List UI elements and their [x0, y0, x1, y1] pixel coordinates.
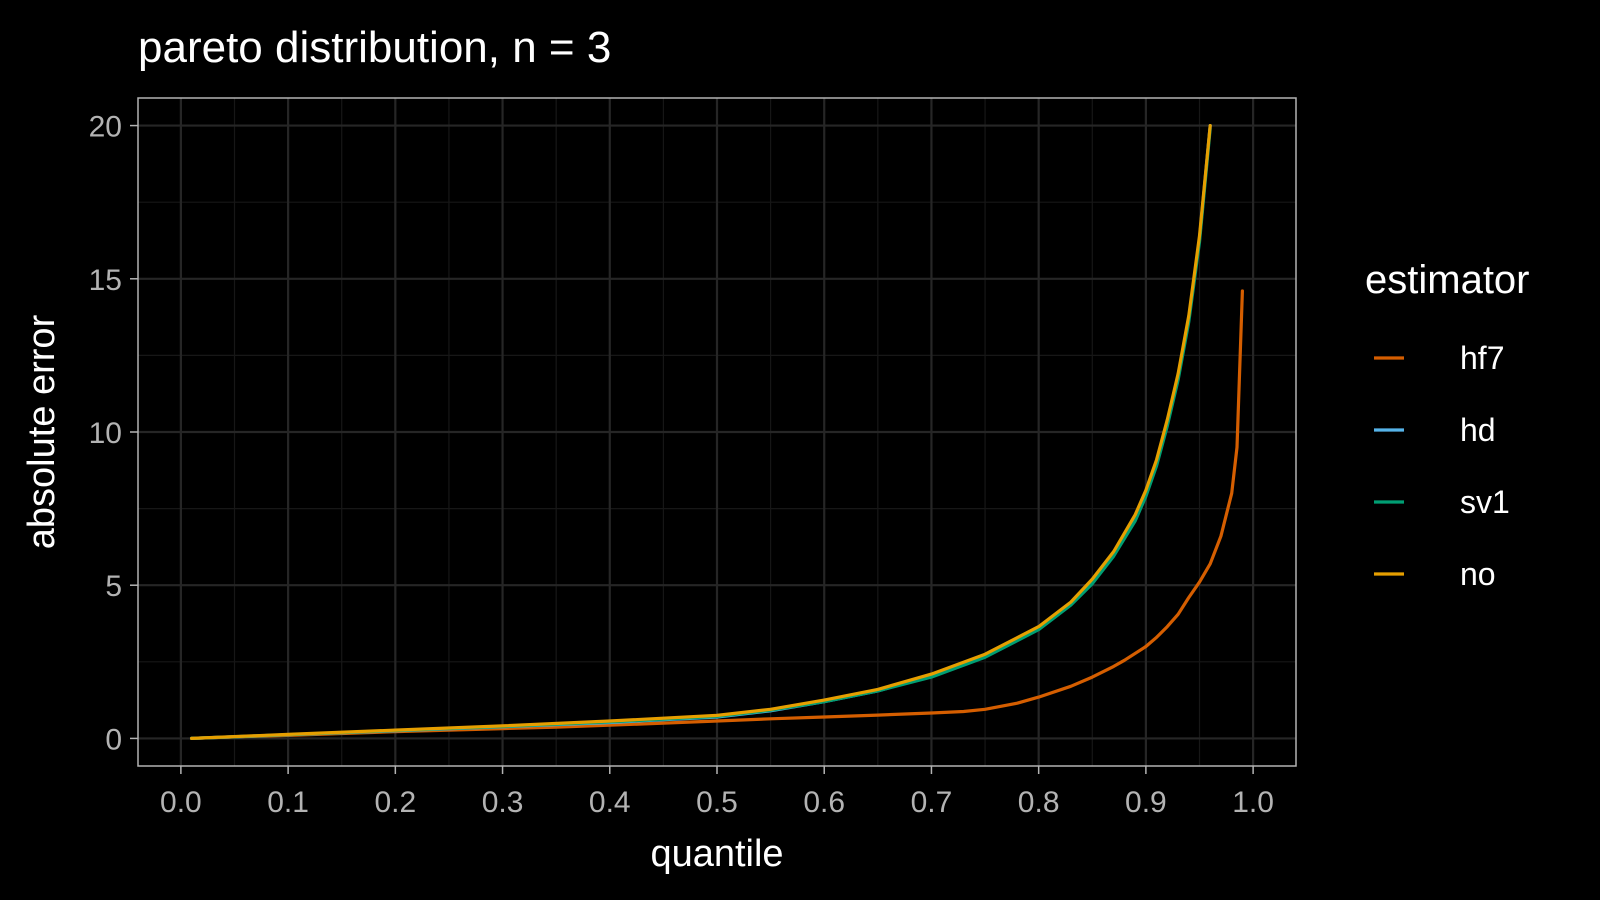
x-tick-label: 0.6 — [803, 786, 845, 819]
x-tick-label: 0.2 — [374, 786, 416, 819]
legend-label-hd: hd — [1460, 412, 1496, 448]
x-tick-label: 0.5 — [696, 786, 738, 819]
x-tick-label: 0.7 — [911, 786, 953, 819]
x-axis-title: quantile — [650, 833, 783, 875]
chart-title: pareto distribution, n = 3 — [138, 23, 611, 72]
y-tick-label: 20 — [89, 111, 122, 144]
x-tick-label: 0.3 — [482, 786, 524, 819]
major-gridlines — [138, 98, 1296, 766]
x-tick-label: 0.9 — [1125, 786, 1167, 819]
y-tick-label: 5 — [105, 570, 122, 603]
series-line-no — [190, 124, 1212, 740]
y-tick-label: 10 — [89, 417, 122, 450]
y-axis-title: absolute error — [21, 314, 63, 549]
legend-label-hf7: hf7 — [1460, 340, 1504, 376]
x-tick-label: 0.8 — [1018, 786, 1060, 819]
legend-label-sv1: sv1 — [1460, 484, 1510, 520]
x-tick-label: 0.1 — [267, 786, 309, 819]
y-tick-label: 15 — [89, 264, 122, 297]
y-tick-label: 0 — [105, 723, 122, 756]
legend-title: estimator — [1365, 258, 1530, 302]
legend-label-no: no — [1460, 556, 1496, 592]
series-layer — [190, 124, 1244, 740]
legend: estimator hf7 hd sv1 no — [1365, 258, 1530, 592]
x-tick-label: 0.4 — [589, 786, 631, 819]
x-axis: 0.0 0.1 0.2 0.3 0.4 0.5 0.6 0.7 0.8 0.9 1.0 — [160, 766, 1274, 819]
x-tick-label: 0.0 — [160, 786, 202, 819]
y-axis: 0 5 10 15 20 — [89, 111, 138, 756]
x-tick-label: 1.0 — [1232, 786, 1274, 819]
